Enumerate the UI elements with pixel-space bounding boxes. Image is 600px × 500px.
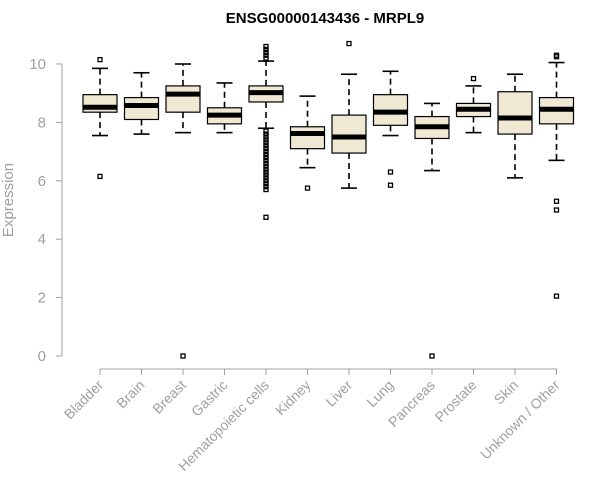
- outlier-point: [553, 207, 560, 213]
- box-group: [372, 70, 409, 188]
- outlier-point: [263, 175, 269, 181]
- box-group: [248, 43, 284, 220]
- outlier-point: [263, 49, 269, 55]
- outlier-point: [470, 75, 477, 82]
- y-tick-label: 8: [38, 114, 46, 131]
- y-tick-label: 6: [38, 173, 46, 190]
- outlier-point: [263, 46, 269, 53]
- x-tick-label: Skin: [491, 377, 522, 408]
- outlier-point: [263, 157, 269, 164]
- box-group: [538, 52, 575, 299]
- box-group: [123, 71, 160, 135]
- box: [123, 96, 160, 121]
- outlier-point: [263, 52, 269, 58]
- outlier-point: [263, 214, 269, 220]
- outlier-point: [180, 353, 186, 359]
- box-group: [165, 63, 201, 359]
- y-tick-label: 2: [38, 290, 46, 307]
- outlier-point: [263, 151, 269, 158]
- outlier-point: [387, 182, 394, 188]
- outlier-point: [263, 163, 269, 169]
- outlier-point: [553, 293, 560, 299]
- outlier-point: [263, 128, 269, 134]
- box-group: [331, 40, 367, 189]
- outlier-point: [263, 43, 269, 50]
- y-tick-label: 10: [29, 56, 46, 73]
- outlier-point: [263, 166, 269, 172]
- outlier-point: [263, 146, 269, 152]
- box: [165, 85, 201, 113]
- outlier-point: [263, 186, 269, 193]
- outlier-point: [263, 140, 269, 146]
- box-group: [289, 95, 326, 191]
- outlier-point: [263, 143, 269, 149]
- outlier-point: [263, 134, 269, 140]
- x-tick-label: Liver: [322, 377, 355, 410]
- x-tick-label: Prostate: [431, 377, 479, 425]
- outlier-point: [263, 178, 269, 184]
- chart-title: ENSG00000143436 - MRPL9: [226, 10, 424, 27]
- box-group: [455, 75, 492, 134]
- outlier-point: [263, 172, 269, 178]
- box-group: [206, 82, 243, 134]
- y-axis-ticks: 0 2 4 6 8 10: [29, 56, 62, 365]
- x-tick-label: Brain: [113, 377, 147, 411]
- outlier-point: [304, 185, 311, 191]
- x-tick-label: Kidney: [272, 377, 314, 419]
- y-axis-label: Expression: [0, 163, 17, 237]
- outlier-point: [263, 183, 269, 190]
- outlier-point: [263, 131, 269, 137]
- y-tick-label: 0: [38, 348, 46, 365]
- y-tick-label: 4: [38, 231, 46, 248]
- x-tick-label: Bladder: [61, 377, 107, 423]
- outlier-point: [553, 54, 560, 60]
- outlier-point: [263, 55, 269, 61]
- x-tick-label: Breast: [149, 377, 189, 417]
- outlier-point: [346, 40, 352, 47]
- outlier-point: [553, 198, 560, 204]
- box: [289, 126, 326, 150]
- x-tick-label: Lung: [363, 377, 396, 410]
- box-group: [414, 102, 450, 359]
- outlier-point: [387, 169, 394, 175]
- box-group: [497, 73, 533, 179]
- x-tick-label: Unknown / Other: [477, 377, 563, 463]
- box: [497, 91, 533, 135]
- outlier-point: [263, 160, 269, 166]
- outlier-point: [263, 137, 269, 143]
- outlier-point: [263, 181, 269, 187]
- box-series: [82, 40, 575, 359]
- outlier-point: [263, 169, 269, 175]
- outlier-point: [429, 353, 435, 359]
- outlier-point: [97, 56, 103, 63]
- box: [331, 114, 367, 154]
- outlier-point: [97, 173, 103, 180]
- outlier-point: [263, 154, 269, 161]
- outlier-point: [263, 148, 269, 155]
- box-group: [82, 56, 118, 180]
